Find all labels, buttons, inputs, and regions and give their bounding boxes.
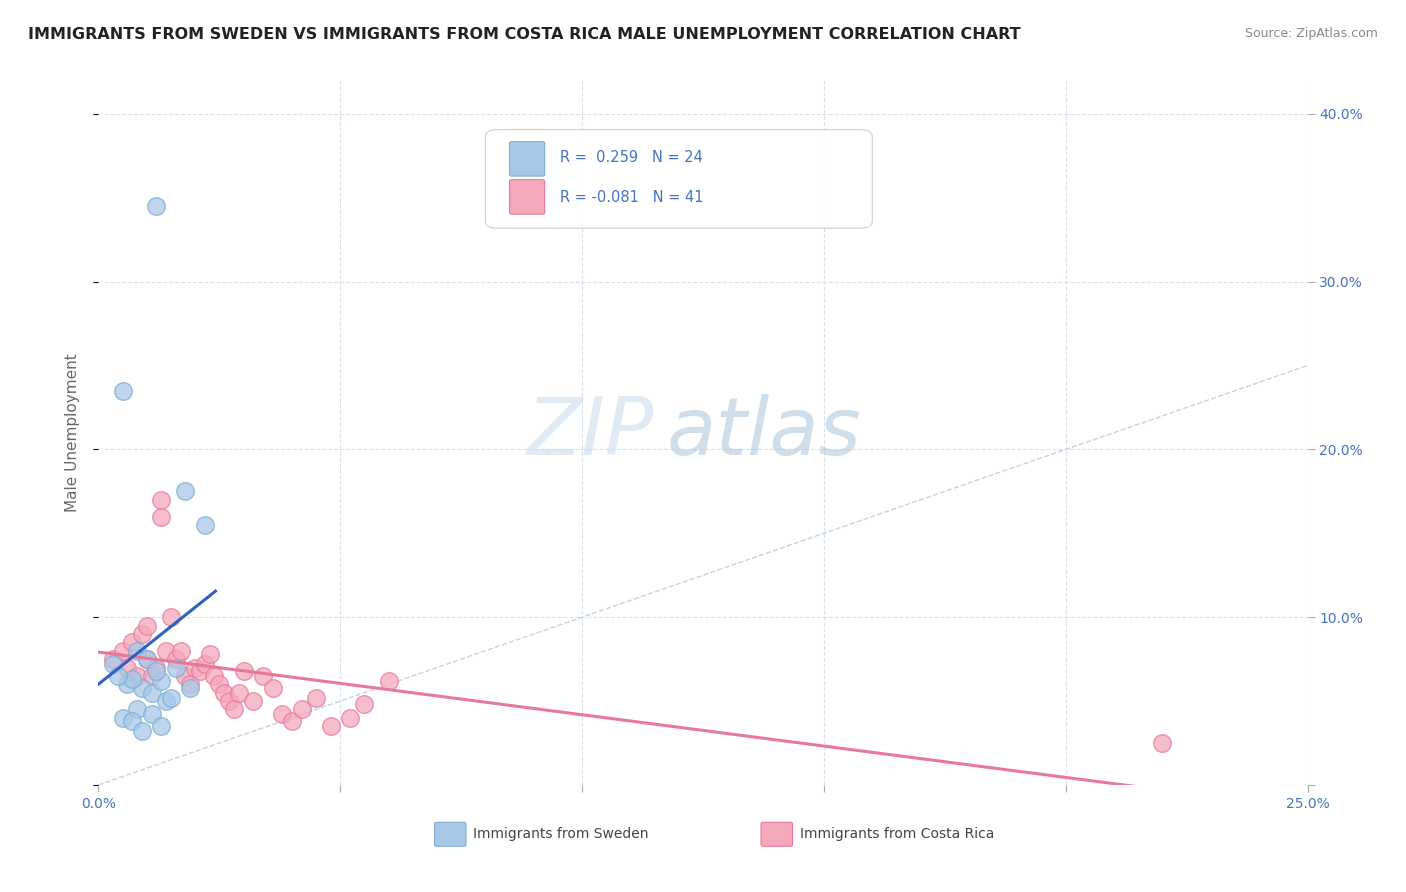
Point <box>281 714 304 729</box>
Y-axis label: Male Unemployment: Male Unemployment <box>65 353 80 512</box>
Point <box>271 707 294 722</box>
Point <box>252 669 274 683</box>
Point <box>194 517 217 532</box>
Point <box>1152 736 1174 750</box>
Point <box>194 657 217 672</box>
Point <box>165 660 187 674</box>
Point <box>179 681 201 695</box>
Point <box>131 627 153 641</box>
Point <box>228 686 250 700</box>
Point <box>208 677 231 691</box>
Point <box>141 707 163 722</box>
Point <box>127 669 149 683</box>
Point <box>141 669 163 683</box>
Point <box>150 509 173 524</box>
Point <box>377 673 399 688</box>
FancyBboxPatch shape <box>509 179 544 214</box>
Point <box>150 492 173 507</box>
Text: Immigrants from Sweden: Immigrants from Sweden <box>474 827 648 841</box>
Point <box>174 484 197 499</box>
Point <box>188 664 211 678</box>
Text: R =  0.259   N = 24: R = 0.259 N = 24 <box>561 150 703 165</box>
Point <box>204 669 226 683</box>
Point <box>101 652 124 666</box>
Point <box>319 719 342 733</box>
Point <box>131 681 153 695</box>
Point <box>179 677 201 691</box>
Point <box>155 644 177 658</box>
Text: Source: ZipAtlas.com: Source: ZipAtlas.com <box>1244 27 1378 40</box>
Point <box>127 702 149 716</box>
Point <box>111 644 134 658</box>
Point <box>131 724 153 739</box>
FancyBboxPatch shape <box>509 142 544 176</box>
Point <box>145 199 167 213</box>
Point <box>150 719 173 733</box>
Point <box>145 660 167 674</box>
Point <box>262 681 284 695</box>
Text: IMMIGRANTS FROM SWEDEN VS IMMIGRANTS FROM COSTA RICA MALE UNEMPLOYMENT CORRELATI: IMMIGRANTS FROM SWEDEN VS IMMIGRANTS FRO… <box>28 27 1021 42</box>
Point <box>127 644 149 658</box>
FancyBboxPatch shape <box>485 129 872 228</box>
Point <box>111 384 134 398</box>
FancyBboxPatch shape <box>434 822 465 847</box>
Point <box>305 690 328 705</box>
Point <box>121 673 143 687</box>
Point <box>150 673 173 688</box>
Point <box>218 694 240 708</box>
Point <box>155 694 177 708</box>
Point <box>135 652 157 666</box>
Text: atlas: atlas <box>666 393 862 472</box>
Point <box>111 711 134 725</box>
Point <box>290 702 312 716</box>
Point <box>141 686 163 700</box>
Point <box>121 714 143 729</box>
Point <box>198 647 221 661</box>
Point <box>145 664 167 678</box>
Point <box>212 686 235 700</box>
Point <box>222 702 245 716</box>
Point <box>169 644 191 658</box>
Point <box>165 652 187 666</box>
Point <box>107 669 129 683</box>
Text: ZIP: ZIP <box>527 393 655 472</box>
Point <box>160 690 183 705</box>
Point <box>135 618 157 632</box>
Point <box>135 652 157 666</box>
Point <box>242 694 264 708</box>
Point <box>101 657 124 672</box>
Point <box>160 610 183 624</box>
Point <box>174 669 197 683</box>
Point <box>353 698 375 712</box>
Text: R = -0.081   N = 41: R = -0.081 N = 41 <box>561 190 704 205</box>
Point <box>117 660 139 674</box>
Point <box>184 660 207 674</box>
Point <box>117 677 139 691</box>
Point <box>339 711 361 725</box>
Point <box>121 635 143 649</box>
Point <box>232 664 254 678</box>
Text: Immigrants from Costa Rica: Immigrants from Costa Rica <box>800 827 994 841</box>
FancyBboxPatch shape <box>761 822 793 847</box>
